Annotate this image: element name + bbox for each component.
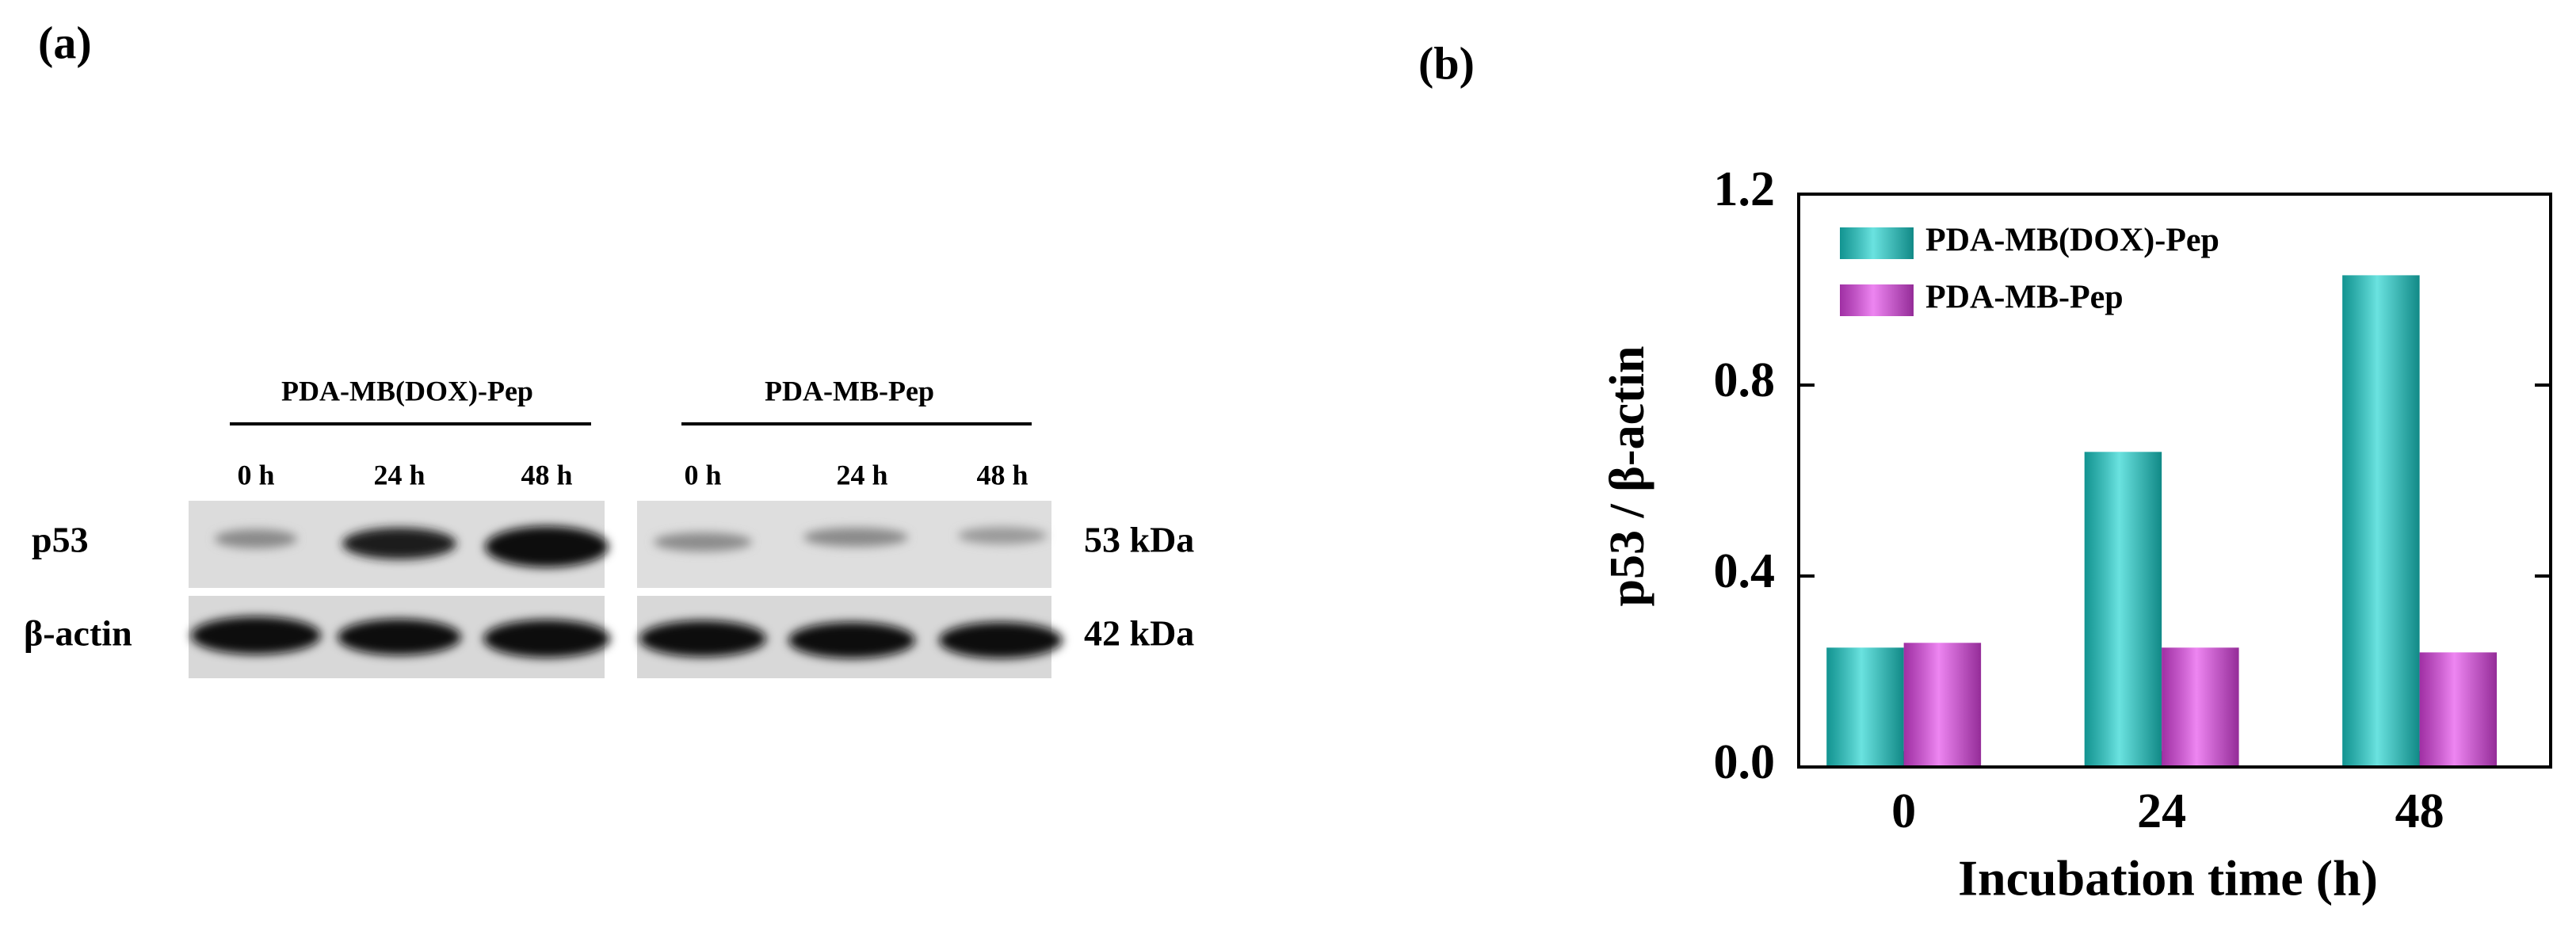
panel-label: (b) <box>1418 37 1475 89</box>
row-label: β-actin <box>24 613 132 654</box>
bar-shade <box>2419 652 2498 767</box>
legend-swatch-shade <box>1840 227 1914 259</box>
lane-label: 48 h <box>976 459 1028 490</box>
x-axis-title: Incubation time (h) <box>1958 850 2378 906</box>
legend-label: PDA-MB(DOX)-Pep <box>1925 223 2219 259</box>
y-tick-label: 0.0 <box>1714 735 1776 789</box>
lane-label: 0 h <box>684 459 721 490</box>
size-label: 42 kDa <box>1084 613 1194 654</box>
legend-swatch-shade <box>1840 284 1914 316</box>
bar-shade <box>1826 647 1904 767</box>
lane-label: 24 h <box>836 459 887 490</box>
bar-shade <box>2084 452 2162 767</box>
lane-label: 48 h <box>521 459 572 490</box>
y-tick-label: 1.2 <box>1714 162 1776 216</box>
y-tick-label: 0.4 <box>1714 544 1776 598</box>
bar-shade <box>2342 275 2420 767</box>
lane-label: 0 h <box>237 459 274 490</box>
group-label: PDA-MB-Pep <box>765 375 934 406</box>
size-label: 53 kDa <box>1084 520 1194 560</box>
plot-frame <box>1797 193 2552 769</box>
panel-label: (a) <box>38 17 92 68</box>
legend-label: PDA-MB-Pep <box>1925 280 2124 316</box>
x-tick-label: 48 <box>2395 784 2444 838</box>
bar-shade <box>2162 647 2239 767</box>
lane-label: 24 h <box>373 459 425 490</box>
bar-shade <box>1903 643 1982 767</box>
y-axis-title: p53 / β-actin <box>1601 346 1654 607</box>
row-label: p53 <box>32 520 89 560</box>
blot-image <box>189 501 1063 678</box>
x-tick-label: 24 <box>2137 784 2186 838</box>
x-tick-label: 0 <box>1891 784 1916 838</box>
group-label: PDA-MB(DOX)-Pep <box>281 375 533 406</box>
y-tick-label: 0.8 <box>1714 353 1776 407</box>
